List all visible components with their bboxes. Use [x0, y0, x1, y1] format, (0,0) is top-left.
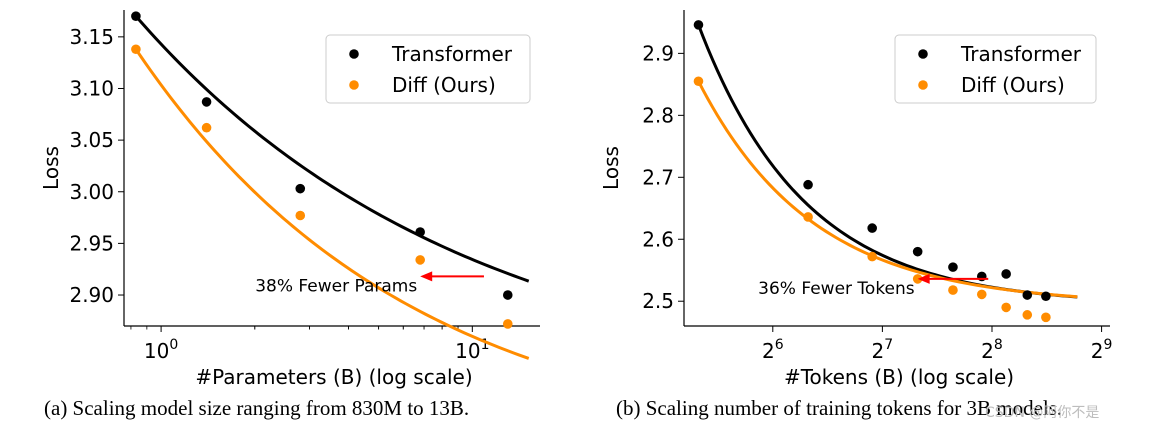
legend-label: Diff (Ours) — [961, 73, 1065, 97]
annotation-label: 36% Fewer Tokens — [758, 279, 915, 299]
y-tick-label: 3.10 — [69, 76, 114, 100]
diff-point — [415, 255, 425, 265]
caption-b: (b) Scaling number of training tokens fo… — [616, 396, 1063, 420]
chart-model-size: 2.90 2.95 3.00 3.05 3.10 3.15 100 101#Parameter… — [39, 10, 540, 389]
transformer-point — [867, 223, 877, 233]
y-tick-label: 3.05 — [69, 128, 114, 152]
diff-point — [502, 319, 513, 329]
diff-point — [1022, 310, 1033, 320]
diff-point — [693, 76, 704, 87]
x-axis-label: #Parameters (B) (log scale) — [195, 365, 472, 389]
annotation-label: 38% Fewer Params — [255, 276, 417, 296]
transformer-point — [1001, 269, 1011, 279]
y-tick-label: 2.7 — [642, 165, 674, 189]
legend-marker — [918, 49, 928, 59]
y-tick-label: 2.9 — [642, 41, 674, 65]
transformer-point — [948, 262, 958, 272]
transformer-point — [502, 290, 513, 300]
y-tick-label: 3.00 — [69, 180, 114, 204]
transformer-point — [1022, 290, 1033, 300]
diff-point — [295, 210, 306, 221]
x-tick-label: 29 — [1091, 337, 1113, 363]
y-tick-label: 2.8 — [642, 103, 674, 127]
diff-point — [976, 289, 987, 300]
annotation-arrowhead — [917, 273, 930, 284]
chart-training-tokens: 2.5 2.6 2.7 2.8 2.9 26 27 28 29 #Tokens (B) (log … — [599, 10, 1112, 389]
y-tick-label: 2.6 — [642, 227, 674, 251]
diff-point — [867, 251, 877, 262]
x-tick-label: 101 — [455, 337, 489, 363]
diff-fit-line — [696, 80, 1078, 299]
legend-marker — [349, 49, 359, 59]
y-tick-label: 2.5 — [642, 289, 674, 313]
transformer-point — [1041, 291, 1051, 302]
legend-label: Diff (Ours) — [392, 73, 496, 97]
x-axis-label: #Tokens (B) (log scale) — [784, 365, 1014, 389]
watermark: CSDN @阿你不是 — [985, 405, 1100, 421]
y-tick-label: 2.90 — [69, 283, 114, 307]
transformer-point — [693, 20, 704, 30]
x-tick-label: 27 — [872, 337, 894, 363]
x-tick-label: 26 — [762, 337, 784, 363]
diff-point — [948, 285, 958, 295]
legend-marker — [918, 80, 928, 90]
diff-point — [201, 122, 212, 133]
annotation-arrowhead — [420, 271, 433, 282]
x-tick-label: 100 — [144, 337, 178, 363]
transformer-point — [912, 246, 923, 257]
caption-a: (a) Scaling model size ranging from 830M… — [44, 396, 470, 420]
diff-point — [1041, 312, 1051, 323]
x-tick-label: 28 — [981, 337, 1003, 363]
diff-fit-line — [134, 48, 530, 360]
y-tick-label: 2.95 — [69, 231, 114, 255]
y-axis-label: Loss — [599, 146, 623, 190]
transformer-fit-line — [134, 15, 530, 283]
y-tick-label: 3.15 — [69, 25, 114, 49]
diff-point — [131, 44, 141, 55]
legend-marker — [349, 80, 359, 90]
diff-point — [1001, 302, 1011, 313]
legend-box — [325, 34, 531, 104]
transformer-point — [803, 179, 813, 190]
legend-label: Transformer — [960, 42, 1082, 66]
transformer-point — [201, 97, 212, 107]
legend-label: Transformer — [391, 42, 513, 66]
y-axis-label: Loss — [39, 146, 63, 190]
diff-point — [803, 212, 813, 222]
transformer-point — [415, 227, 425, 237]
legend-box — [894, 34, 1097, 104]
transformer-point — [295, 183, 306, 194]
transformer-point — [131, 11, 141, 21]
